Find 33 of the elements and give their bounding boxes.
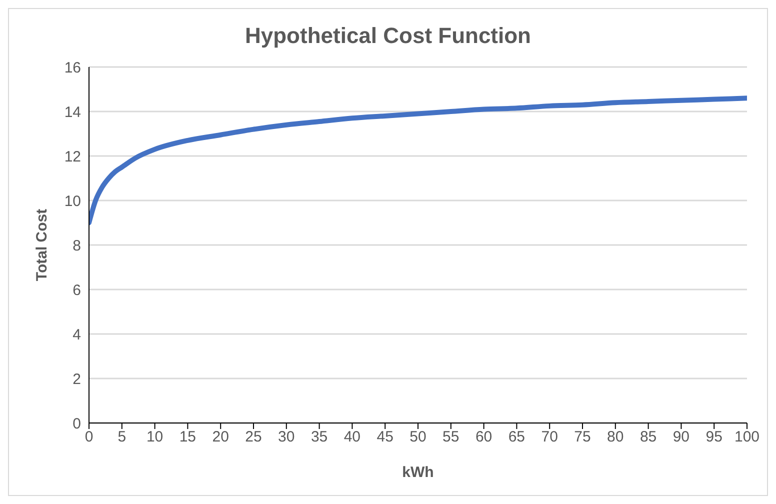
x-tick-label: 70 (541, 428, 558, 446)
y-tick-label: 0 (72, 415, 81, 432)
y-tick-label: 8 (72, 237, 81, 254)
y-axis-title: Total Cost (33, 208, 50, 282)
y-tick-label: 6 (72, 282, 81, 299)
x-tick-label: 45 (376, 428, 394, 446)
x-tick-label: 0 (84, 428, 94, 446)
x-tick-label: 20 (212, 428, 229, 446)
x-tick-label: 35 (310, 428, 328, 446)
y-tick-label: 2 (72, 370, 81, 388)
x-tick-label: 30 (278, 428, 295, 446)
x-tick-label: 80 (607, 428, 624, 446)
x-tick-label: 55 (442, 428, 460, 446)
x-tick-label: 25 (245, 428, 262, 446)
x-tick-label: 60 (475, 428, 492, 446)
x-tick-label: 85 (640, 428, 657, 446)
y-tick-label: 4 (72, 326, 81, 344)
y-tick-label: 14 (64, 104, 81, 121)
x-tick-label: 50 (410, 428, 426, 446)
y-tick-label: 12 (64, 148, 81, 166)
chart-title: Hypothetical Cost Function (244, 23, 532, 50)
y-tick-label: 16 (64, 59, 81, 76)
y-tick-label: 10 (64, 192, 81, 210)
x-tick-label: 100 (734, 428, 760, 446)
x-tick-label: 40 (344, 428, 361, 446)
x-tick-label: 95 (706, 428, 722, 446)
x-tick-label: 75 (574, 428, 591, 446)
x-tick-label: 5 (118, 428, 126, 446)
x-tick-label: 10 (146, 428, 164, 446)
x-tick-label: 65 (508, 428, 526, 446)
x-axis-title: kWh (402, 464, 434, 481)
x-tick-label: 15 (179, 428, 196, 446)
x-tick-label: 90 (672, 428, 690, 446)
